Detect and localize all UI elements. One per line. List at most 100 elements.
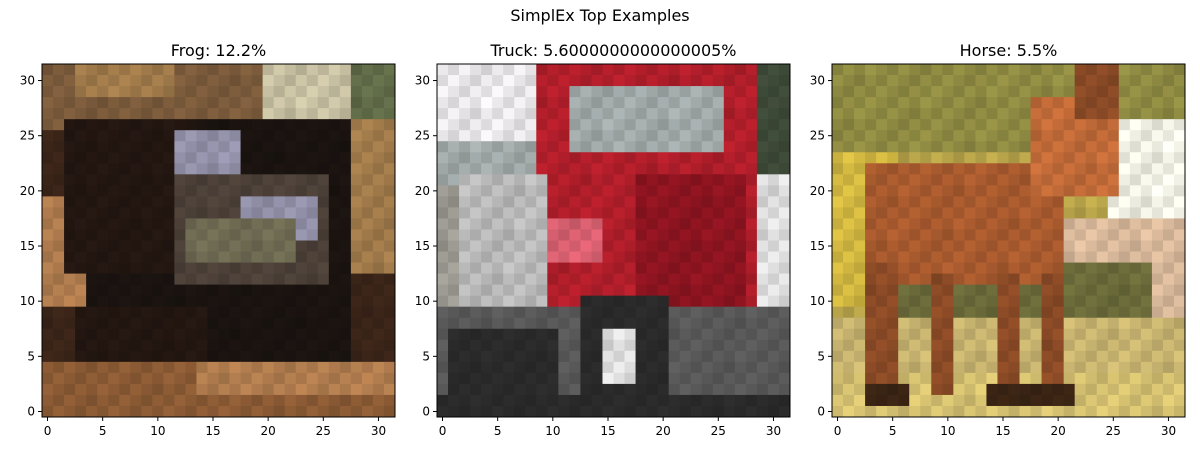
- image-pixel: [1008, 405, 1020, 418]
- image-pixel: [942, 273, 954, 286]
- x-tick-label: 30: [371, 424, 386, 438]
- image-pixel: [141, 240, 153, 252]
- image-pixel: [1085, 405, 1098, 418]
- image-pixel: [898, 141, 910, 153]
- image-pixel: [262, 273, 275, 286]
- image-pixel: [339, 394, 352, 407]
- image-pixel: [470, 383, 482, 396]
- image-pixel: [1107, 218, 1120, 230]
- image-pixel: [1074, 207, 1087, 219]
- image-pixel: [1019, 405, 1031, 418]
- image-pixel: [383, 75, 396, 87]
- image-pixel: [953, 350, 965, 363]
- image-pixel: [701, 97, 714, 109]
- y-tick-label: 20: [810, 184, 825, 198]
- image-pixel: [492, 119, 504, 131]
- image-pixel: [372, 141, 385, 153]
- image-pixel: [975, 163, 987, 175]
- image-pixel: [613, 86, 625, 98]
- image-pixel: [1140, 372, 1153, 385]
- image-pixel: [1052, 130, 1065, 142]
- image-pixel: [712, 295, 725, 308]
- image-pixel: [986, 152, 998, 164]
- image-pixel: [745, 141, 758, 153]
- image-pixel: [832, 185, 844, 197]
- image-pixel: [196, 196, 208, 208]
- image-pixel: [1008, 174, 1020, 186]
- image-pixel: [756, 262, 769, 274]
- image-pixel: [525, 64, 537, 76]
- image-pixel: [1118, 361, 1131, 374]
- image-pixel: [350, 97, 363, 109]
- image-pixel: [75, 130, 87, 142]
- image-pixel: [756, 339, 769, 352]
- image-pixel: [383, 372, 396, 385]
- image-pixel: [1162, 86, 1175, 98]
- image-pixel: [920, 273, 932, 286]
- image-pixel: [361, 317, 374, 330]
- image-pixel: [218, 240, 230, 252]
- image-pixel: [437, 361, 449, 374]
- image-pixel: [646, 97, 659, 109]
- image-pixel: [459, 262, 471, 274]
- image-pixel: [361, 273, 374, 286]
- image-pixel: [767, 163, 780, 175]
- image-pixel: [119, 97, 131, 109]
- image-pixel: [865, 86, 877, 98]
- image-pixel: [591, 108, 603, 120]
- image-pixel: [723, 295, 736, 308]
- image-pixel: [909, 240, 921, 252]
- image-pixel: [174, 251, 186, 263]
- image-pixel: [262, 394, 275, 407]
- image-pixel: [262, 108, 275, 120]
- image-pixel: [141, 196, 153, 208]
- image-pixel: [240, 339, 252, 352]
- image-pixel: [295, 207, 308, 219]
- image-pixel: [887, 372, 899, 385]
- image-pixel: [1162, 361, 1175, 374]
- image-pixel: [712, 86, 725, 98]
- image-pixel: [591, 372, 603, 385]
- image-pixel: [1162, 174, 1175, 186]
- image-pixel: [525, 218, 537, 230]
- image-pixel: [832, 251, 844, 263]
- image-pixel: [646, 207, 659, 219]
- image-pixel: [898, 383, 910, 396]
- image-pixel: [646, 251, 659, 263]
- image-pixel: [119, 350, 131, 363]
- image-pixel: [251, 339, 264, 352]
- image-pixel: [1052, 372, 1065, 385]
- image-pixel: [470, 196, 482, 208]
- image-pixel: [1085, 339, 1098, 352]
- image-pixel: [712, 119, 725, 131]
- image-pixel: [558, 262, 570, 274]
- image-pixel: [97, 108, 109, 120]
- image-pixel: [174, 75, 186, 87]
- image-pixel: [909, 185, 921, 197]
- image-pixel: [75, 284, 87, 297]
- image-pixel: [547, 141, 559, 153]
- image-pixel: [1063, 240, 1076, 252]
- image-pixel: [437, 207, 449, 219]
- image-pixel: [130, 130, 142, 142]
- image-pixel: [481, 339, 493, 352]
- image-pixel: [1140, 240, 1153, 252]
- image-pixel: [108, 405, 120, 418]
- image-pixel: [931, 273, 943, 286]
- image-pixel: [437, 119, 449, 131]
- image-pixel: [119, 273, 131, 286]
- image-pixel: [207, 75, 219, 87]
- image-pixel: [602, 251, 614, 263]
- image-pixel: [64, 185, 76, 197]
- image-pixel: [64, 372, 76, 385]
- image-pixel: [635, 207, 647, 219]
- image-pixel: [339, 196, 352, 208]
- image-pixel: [1041, 97, 1054, 109]
- image-pixel: [767, 361, 780, 374]
- image-pixel: [558, 229, 570, 241]
- image-pixel: [1085, 306, 1098, 319]
- image-pixel: [328, 273, 341, 286]
- image-pixel: [196, 97, 208, 109]
- image-pixel: [756, 361, 769, 374]
- y-tick-label: 0: [817, 404, 825, 418]
